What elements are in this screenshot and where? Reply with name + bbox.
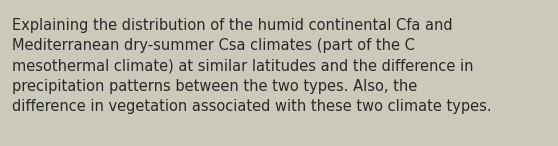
- Text: Explaining the distribution of the humid continental Cfa and
Mediterranean dry-s: Explaining the distribution of the humid…: [12, 18, 492, 114]
